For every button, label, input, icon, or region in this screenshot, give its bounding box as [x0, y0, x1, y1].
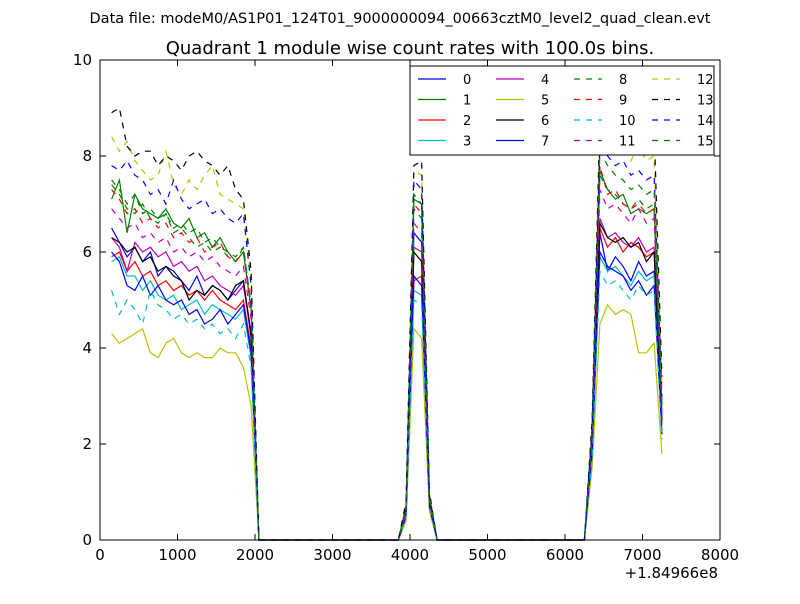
legend-label-0: 0: [463, 73, 471, 88]
legend-label-3: 3: [463, 135, 471, 150]
legend-label-10: 10: [619, 114, 636, 129]
legend-label-1: 1: [463, 94, 471, 109]
legend-label-7: 7: [541, 135, 549, 150]
x-tick-label: 7000: [623, 546, 661, 564]
chart-title: Quadrant 1 module wise count rates with …: [166, 38, 655, 59]
x-tick-label: 0: [95, 546, 105, 564]
x-offset-label: +1.84966e8: [625, 564, 718, 582]
y-tick-label: 4: [82, 339, 92, 357]
y-tick-label: 10: [73, 51, 92, 69]
series-line-14: [111, 144, 663, 541]
legend-label-15: 15: [697, 135, 714, 150]
series-line-15: [111, 148, 663, 541]
y-tick-label: 2: [82, 435, 92, 453]
x-tick-label: 8000: [701, 546, 739, 564]
series-layer: [111, 106, 663, 541]
series-line-10: [111, 268, 663, 541]
series-line-9: [111, 165, 663, 541]
y-tick-label: 6: [82, 243, 92, 261]
axes-frame: [99, 59, 721, 541]
legend-label-4: 4: [541, 73, 549, 88]
legend-label-11: 11: [619, 135, 636, 150]
legend-label-12: 12: [697, 73, 714, 88]
legend-label-14: 14: [697, 114, 714, 129]
series-line-1: [111, 170, 663, 541]
series-line-5: [111, 303, 663, 541]
x-tick-label: 2000: [236, 546, 274, 564]
y-tick-label: 8: [82, 147, 92, 165]
x-tick-label: 4000: [391, 546, 429, 564]
legend-frame: [409, 65, 715, 156]
chart-suptitle: Data file: modeM0/AS1P01_124T01_90000000…: [90, 11, 711, 27]
legend-label-9: 9: [619, 94, 627, 109]
x-tick-label: 3000: [313, 546, 351, 564]
legend-label-2: 2: [463, 114, 471, 129]
series-line-7: [111, 249, 663, 541]
x-tick-label: 6000: [546, 546, 584, 564]
legend-label-8: 8: [619, 73, 627, 88]
x-tick-label: 1000: [158, 546, 196, 564]
x-tick-label: 5000: [468, 546, 506, 564]
y-tick-label: 0: [82, 531, 92, 549]
legend-label-6: 6: [541, 114, 549, 129]
legend-label-5: 5: [541, 94, 549, 109]
series-line-6: [111, 220, 663, 541]
legend-label-13: 13: [697, 94, 714, 109]
